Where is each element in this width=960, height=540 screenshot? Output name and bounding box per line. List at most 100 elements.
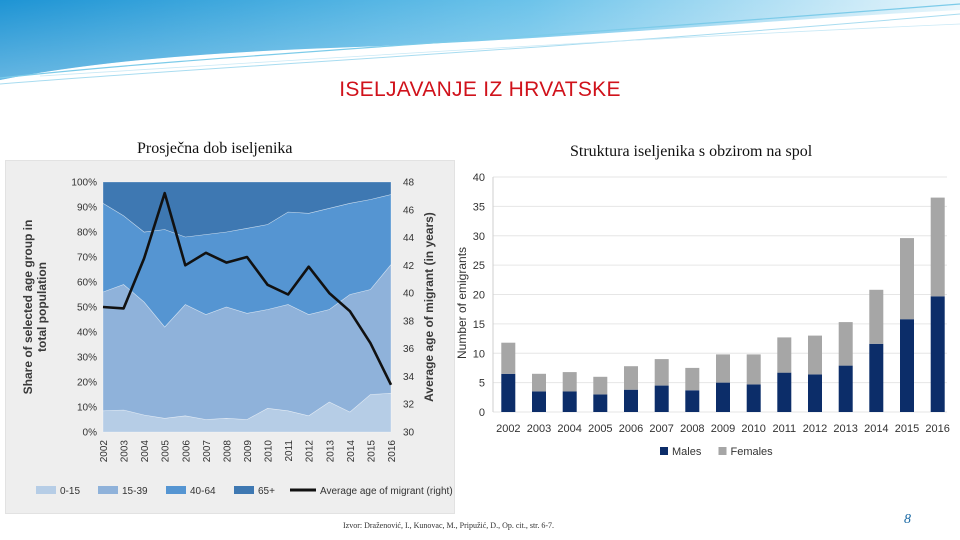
y2-tick-label: 34 [403,372,415,383]
bar-females-2008 [685,367,700,391]
x-tick-label: 2014 [346,440,357,463]
y-tick-label: 40% [77,328,97,339]
bar-males-2009 [716,382,730,412]
legend-swatch-males [660,447,668,455]
y-tick-label: 35 [473,201,485,213]
gender-chart-panel: 0 5 10 15 20 25 30 35 40 2002 2003 2004 2005 2006 2007… [455,163,958,468]
y-tick-label: 60% [77,278,97,289]
x-tick-label: 2015 [895,423,919,435]
y-axis-title-line: Share of selected age group in [21,220,35,395]
y2-tick-label: 32 [403,400,415,411]
x-tick-label: 2010 [741,423,765,435]
bar-females-2006 [624,366,638,390]
bar-females-2015 [900,238,914,320]
y-tick-label: 15 [473,319,485,331]
y-tick-label: 10% [77,403,97,414]
bar-males-2006 [624,389,638,412]
bar-females-2016 [930,197,945,297]
y-tick-label: 0% [83,428,98,439]
bar-males-2003 [532,391,546,412]
legend-label: Average age of migrant (right) [320,486,453,497]
source-note: Izvor: Draženović, I., Kunovac, M., Prip… [343,521,555,530]
y-tick-label: 80% [77,228,97,239]
y-tick-label: 90% [77,203,97,214]
y-tick-label: 30% [77,353,97,364]
bar-males-2012 [808,374,822,412]
gender-structure-chart: 0 5 10 15 20 25 30 35 40 2002 2003 2004 2005 2006 2007… [455,172,950,458]
bar-females-2010 [746,354,761,385]
bar-females-2005 [593,376,608,395]
bar-males-2004 [562,391,577,412]
x-tick-label: 2016 [387,440,398,463]
x-tick-label: 2006 [619,423,643,435]
bar-females-2012 [808,335,822,375]
y-tick-label: 5 [479,378,485,390]
legend-label: 0-15 [60,486,80,497]
x-tick-label: 2008 [680,423,704,435]
page-number: 8 [904,512,911,527]
age-chart-panel: 0% 10% 20% 30% 40% 50% 60% 70% 80% 90% 100% 30 32 34 3… [5,160,455,514]
bar-females-2013 [838,322,853,366]
age-structure-chart: 0% 10% 20% 30% 40% 50% 60% 70% 80% 90% 100% 30 32 34 3… [21,178,453,498]
legend-label: 65+ [258,486,275,497]
y-tick-label: 40 [473,172,485,184]
y-tick-label: 30 [473,231,485,243]
x-tick-label: 2007 [202,440,213,463]
legend-swatch-0-15 [36,486,56,494]
y2-tick-label: 38 [403,316,415,327]
bar-males-2007 [654,385,669,412]
x-tick-label: 2009 [711,423,735,435]
legend-label: 15-39 [122,486,148,497]
y2-tick-label: 46 [403,205,415,216]
x-tick-label: 2010 [264,440,275,463]
bar-females-2004 [562,372,577,392]
x-tick-label: 2011 [284,440,295,462]
bar-males-2011 [777,372,792,412]
legend-label: Females [731,446,774,458]
x-tick-label: 2003 [527,423,551,435]
y-tick-label: 0 [479,407,485,419]
average-age-line [102,191,393,386]
y-tick-label: 100% [71,178,97,189]
right-chart-subtitle: Struktura iseljenika s obzirom na spol [570,143,813,160]
x-tick-label: 2014 [864,423,888,435]
bar-females-2011 [777,337,792,373]
y-axis-title: Number of emigrants [455,247,469,359]
y2-tick-label: 48 [403,178,415,189]
legend-swatch-females [718,447,727,455]
bar-females-2009 [716,354,730,383]
x-tick-label: 2005 [588,423,612,435]
y-tick-label: 10 [473,348,485,360]
left-chart-subtitle: Prosječna dob iseljenika [137,140,293,157]
bar-males-2010 [746,384,761,412]
bar-males-2008 [685,390,700,412]
y-tick-label: 25 [473,260,485,272]
x-tick-label: 2013 [833,423,857,435]
x-tick-label: 2002 [99,440,110,463]
legend-label: Males [672,446,702,458]
x-tick-label: 2011 [773,423,797,435]
header-banner [0,0,960,85]
bar-males-2014 [869,343,884,412]
y2-tick-label: 44 [403,233,415,244]
bar-males-2005 [593,394,608,412]
y-axis-title-line: total population [35,262,49,352]
bar-females-2003 [532,373,546,392]
x-tick-label: 2012 [305,440,316,463]
y2-tick-label: 40 [403,289,415,300]
bar-males-2002 [501,373,516,412]
bar-males-2013 [838,365,853,412]
bar-males-2016 [930,296,945,412]
x-tick-label: 2006 [181,440,192,463]
x-tick-label: 2005 [161,440,172,463]
area-series-65+ [102,181,392,238]
y-tick-label: 20 [473,290,485,302]
x-tick-label: 2009 [243,440,254,463]
legend-swatch-65+ [234,486,254,494]
bar-females-2002 [501,342,516,374]
x-tick-label: 2004 [140,440,151,463]
y2-tick-label: 36 [403,344,415,355]
y-tick-label: 20% [77,378,97,389]
x-tick-label: 2013 [325,440,336,463]
legend-swatch-40-64 [166,486,186,494]
